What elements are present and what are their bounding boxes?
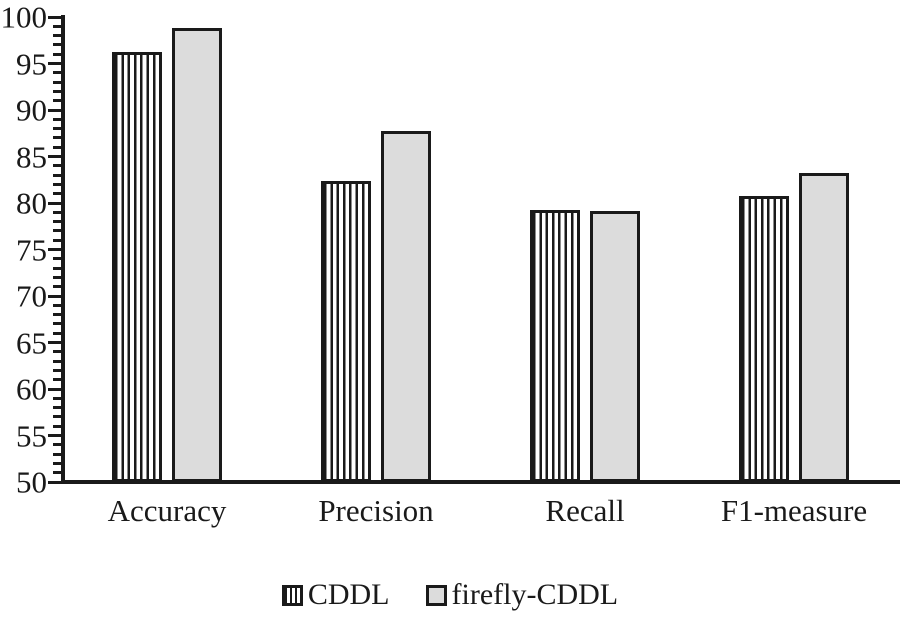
legend: CDDL firefly-CDDL [0,580,900,610]
y-axis-minor-tick [53,368,61,372]
bar-firefly-cddl-precision [381,131,431,482]
y-axis [61,15,65,484]
legend-label: firefly-CDDL [451,578,619,611]
legend-item-firefly-cddl: firefly-CDDL [425,578,619,611]
y-axis-minor-tick [53,303,61,307]
x-axis-label-f1-measure: F1-measure [720,493,868,528]
y-axis-label: 80 [16,185,47,221]
y-axis-label: 60 [16,371,47,407]
y-axis-minor-tick [53,443,61,447]
y-axis-minor-tick [53,80,61,84]
y-axis-minor-tick [53,378,61,382]
bar-firefly-cddl-accuracy [172,28,222,482]
legend-label: CDDL [307,578,390,611]
x-axis-label-recall: Recall [545,493,625,528]
y-axis-minor-tick [53,164,61,168]
y-axis-major-tick [48,15,61,19]
y-axis-minor-tick [53,415,61,419]
y-axis-minor-tick [53,117,61,121]
y-axis-minor-tick [53,359,61,363]
y-axis-minor-tick [53,452,61,456]
bar-cddl-accuracy [112,52,162,482]
y-axis-major-tick [48,480,61,484]
legend-swatch-cddl [281,584,303,606]
y-axis-major-tick [48,434,61,437]
y-axis-major-tick [48,201,61,205]
y-axis-minor-tick [53,406,61,410]
y-axis-minor-tick [53,136,61,140]
y-axis-major-tick [48,108,61,112]
bar-cddl-f1-measure [739,195,789,482]
y-axis-minor-tick [53,192,61,196]
legend-item-cddl: CDDL [281,578,390,611]
x-axis [61,480,900,484]
y-axis-label: 95 [16,46,47,81]
y-axis-minor-tick [53,52,61,56]
y-axis-minor-tick [53,285,61,289]
y-axis-major-tick [48,248,61,251]
legend-swatch-firefly-cddl [425,584,447,606]
y-axis-minor-tick [53,313,61,317]
y-axis-minor-tick [53,229,61,233]
y-axis-minor-tick [53,99,61,103]
y-axis-minor-tick [53,257,61,261]
y-axis-minor-tick [53,471,61,475]
bar-firefly-cddl-f1-measure [799,173,849,482]
y-axis-major-tick [48,341,61,344]
bar-cddl-precision [321,180,371,482]
y-axis-major-tick [48,62,61,65]
y-axis-minor-tick [53,461,61,465]
y-axis-minor-tick [53,34,61,38]
x-axis-label-accuracy: Accuracy [107,493,227,528]
y-axis-label: 65 [16,325,47,360]
y-axis-minor-tick [53,396,61,400]
y-axis-minor-tick [53,127,61,131]
y-axis-label: 90 [16,92,47,128]
y-axis-minor-tick [53,71,61,75]
y-axis-minor-tick [53,322,61,326]
y-axis-minor-tick [53,89,61,93]
y-axis-minor-tick [53,43,61,47]
y-axis-label: 50 [16,464,47,500]
y-axis-minor-tick [53,173,61,177]
bar-firefly-cddl-recall [590,211,640,482]
y-axis-minor-tick [53,220,61,224]
y-axis-minor-tick [53,24,61,28]
y-axis-label: 85 [16,139,47,174]
y-axis-label: 75 [16,232,47,267]
y-axis-label: 55 [16,418,47,453]
y-axis-minor-tick [53,210,61,214]
y-axis-major-tick [48,294,61,298]
y-axis-major-tick [48,155,61,158]
y-axis-label: 100 [0,0,48,35]
y-axis-minor-tick [53,182,61,186]
y-axis-minor-tick [53,266,61,270]
y-axis-minor-tick [53,331,61,335]
bar-cddl-recall [530,210,580,482]
y-axis-minor-tick [53,424,61,428]
x-axis-label-precision: Precision [318,493,434,528]
y-axis-major-tick [48,387,61,391]
y-axis-minor-tick [53,145,61,149]
y-axis-minor-tick [53,275,61,279]
y-axis-minor-tick [53,238,61,242]
y-axis-minor-tick [53,350,61,354]
y-axis-label: 70 [16,278,47,314]
